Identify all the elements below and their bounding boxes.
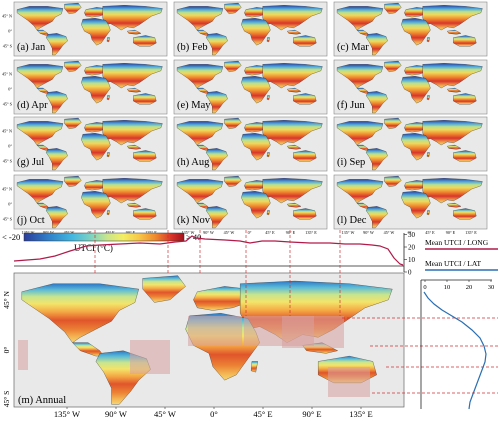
panel-label: (k) Nov (177, 215, 211, 226)
lat-tick-label: 45° N (2, 72, 12, 77)
annual-lon-tick: 90° E (302, 409, 321, 419)
annual-panel-label: (m) Annual (18, 395, 66, 406)
lon-tick-label: 0° (248, 230, 252, 235)
monthly-map-grid: (a) Jan 45° N 0° 45° S (b) Feb (c) Mar (d) Apr… (2, 1, 488, 235)
annual-lon-tick: 135° E (349, 409, 372, 419)
x-tick-label: 20 (466, 284, 473, 291)
lon-tick-label: 135° E (465, 230, 477, 235)
highlight-region (188, 316, 242, 346)
panel-label: (l) Dec (337, 215, 367, 226)
x-tick-label: 10 (444, 284, 451, 291)
lon-tick-label: 135° W (182, 230, 195, 235)
lat-tick-label: 45° S (3, 217, 13, 222)
panel-label: (d) Apr (17, 100, 48, 111)
lon-tick-label: 135° E (305, 230, 317, 235)
panel-label: (f) Jun (337, 100, 365, 111)
monthly-panel: (d) Apr 45° N 0° 45° S (2, 59, 168, 115)
lat-mean-line (423, 291, 487, 410)
highlight-region (328, 367, 370, 397)
annual-lat-tick: 45° N (2, 291, 11, 309)
lon-tick-label: 0° (408, 230, 412, 235)
lat-tick-label: 45° N (2, 187, 12, 192)
lat-tick-label: 0° (8, 202, 12, 207)
panel-label: (h) Aug (177, 157, 210, 168)
annual-lon-tick: 45° W (154, 409, 176, 419)
lat-tick-label: 45° N (2, 129, 12, 134)
panel-label: (b) Feb (177, 42, 208, 53)
panel-label: (j) Oct (17, 215, 45, 226)
colorbar-title: UTCI (°C) (74, 243, 113, 253)
lat-legend-label: Mean UTCI / LAT (425, 259, 481, 268)
x-tick-label: 30 (488, 284, 495, 291)
annual-lon-tick: 135° W (54, 409, 80, 419)
highlight-region (18, 340, 28, 370)
panel-label: (i) Sep (337, 157, 365, 168)
monthly-panel: (a) Jan 45° N 0° 45° S (2, 1, 168, 57)
longitude-profile-chart: 30 20 10 0 Mean UTCI / LONG Mean UTCI / LAT (13, 231, 498, 277)
lon-tick-label: 45° E (265, 230, 275, 235)
annual-lat-tick: 45° S (2, 391, 11, 408)
lon-tick-label: 135° E (145, 230, 157, 235)
y-tick-label: 0 (408, 269, 412, 277)
lon-tick-label: 0° (88, 230, 92, 235)
monthly-panel: (c) Mar (333, 1, 488, 57)
lon-tick-label: 45° W (64, 230, 75, 235)
highlight-region (282, 316, 344, 348)
y-tick-label: 10 (408, 256, 416, 264)
lon-tick-label: 90° W (203, 230, 214, 235)
lat-tick-label: 45° S (3, 159, 13, 164)
lon-tick-label: 90° W (363, 230, 374, 235)
long-mean-line (13, 235, 404, 266)
lon-tick-label: 45° W (224, 230, 235, 235)
long-legend-label: Mean UTCI / LONG (425, 238, 489, 247)
lon-tick-label: 90° E (286, 230, 296, 235)
monthly-panel: (e) May (173, 59, 328, 115)
monthly-panel: (g) Jul 45° N 0° 45° S (2, 116, 168, 172)
colorbar-min-label: < -20 (2, 232, 20, 242)
annual-lon-tick: 0° (210, 409, 218, 419)
lon-tick-label: 90° E (446, 230, 456, 235)
monthly-panel: (f) Jun (333, 59, 488, 115)
panel-label: (e) May (177, 100, 211, 111)
lon-tick-label: 45° E (425, 230, 435, 235)
panel-label: (g) Jul (17, 157, 44, 168)
lat-tick-label: 45° S (3, 102, 13, 107)
monthly-panel: (j) Oct 45° N 0° 45° S 135° W 90° W 45° W 0° 45°… (2, 174, 168, 235)
lon-tick-label: 45° W (384, 230, 395, 235)
y-tick-label: 20 (408, 244, 416, 252)
monthly-panel: (i) Sep (333, 116, 488, 172)
panel-label: (c) Mar (337, 42, 369, 53)
annual-lon-tick: 90° W (105, 409, 127, 419)
lat-tick-label: 0° (8, 144, 12, 149)
lon-tick-label: 45° E (105, 230, 115, 235)
annual-lat-tick: 0° (2, 347, 11, 354)
annual-map: (m) Annual 45° N 0° 45° S 135° W 90° W 45° W 0°… (2, 230, 498, 419)
lat-tick-label: 0° (8, 29, 12, 34)
monthly-panel: (b) Feb (173, 1, 328, 57)
lat-tick-label: 0° (8, 87, 12, 92)
annual-lon-tick: 45° E (253, 409, 272, 419)
highlight-region (130, 340, 170, 374)
lat-tick-label: 45° S (3, 44, 13, 49)
lon-tick-label: 135° W (22, 230, 35, 235)
latitude-profile-chart: 0 10 20 30 (420, 279, 495, 410)
lat-tick-label: 45° N (2, 14, 12, 19)
colorbar-gradient (23, 232, 185, 242)
monthly-panel: (h) Aug (173, 116, 328, 172)
monthly-panel: (k) Nov 135° W 90° W 45° W 0° 45° E 90° E 135° … (173, 174, 328, 235)
y-tick-label: 30 (408, 231, 416, 239)
lon-tick-label: 90° W (43, 230, 54, 235)
x-tick-label: 0 (423, 284, 426, 291)
monthly-panel: (l) Dec 135° W 90° W 45° W 0° 45° E 90° E 135° … (333, 174, 488, 235)
lon-tick-label: 135° W (342, 230, 355, 235)
lon-tick-label: 90° E (126, 230, 136, 235)
panel-label: (a) Jan (17, 42, 46, 53)
